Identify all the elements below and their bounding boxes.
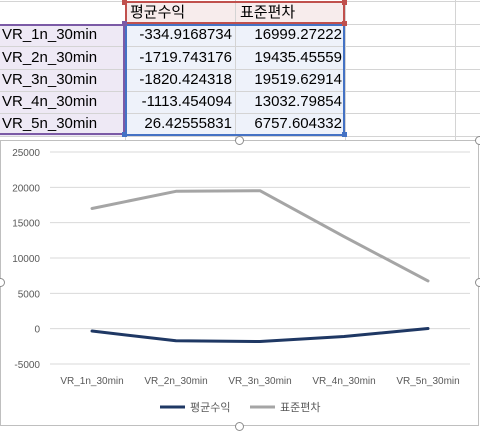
chart-frame bbox=[0, 140, 479, 426]
std-cell[interactable]: 16999.27222 bbox=[254, 26, 342, 43]
row-label-cell[interactable]: VR_5n_30min bbox=[2, 115, 98, 132]
row-label-range-highlight bbox=[0, 24, 124, 136]
series-line-2 bbox=[90, 189, 430, 283]
range-resize-handle[interactable] bbox=[122, 132, 127, 137]
mean-cell[interactable]: -1113.454094 bbox=[141, 93, 232, 110]
x-tick-label: VR_2n_30min bbox=[144, 376, 207, 387]
series-name-range-outline bbox=[125, 1, 345, 24]
chart-resize-handle[interactable] bbox=[475, 136, 480, 145]
range-resize-handle[interactable] bbox=[342, 132, 347, 137]
y-tick-label: 10000 bbox=[12, 254, 40, 265]
grid-line bbox=[0, 69, 480, 70]
range-resize-handle[interactable] bbox=[122, 0, 127, 5]
mean-cell[interactable]: -1820.424318 bbox=[139, 71, 232, 88]
grid-line bbox=[0, 46, 480, 47]
range-resize-handle[interactable] bbox=[342, 0, 347, 5]
mean-cell[interactable]: -1719.743176 bbox=[139, 49, 232, 66]
x-tick-label: VR_5n_30min bbox=[396, 376, 459, 387]
std-cell[interactable]: 19519.62914 bbox=[254, 71, 342, 88]
data-range-highlight bbox=[127, 24, 345, 136]
header-cell-std[interactable]: 표준편차 bbox=[240, 4, 296, 21]
row-label-cell[interactable]: VR_4n_30min bbox=[2, 93, 98, 110]
std-cell[interactable]: 6757.604332 bbox=[254, 115, 342, 132]
grid-line bbox=[235, 0, 236, 140]
grid-line bbox=[455, 0, 456, 140]
line-chart[interactable]: 25000 20000 15000 10000 5000 0 -5000 VR_1n_30mi… bbox=[0, 140, 480, 427]
series-line-1 bbox=[90, 327, 430, 343]
row-label-cell[interactable]: VR_1n_30min bbox=[2, 26, 98, 43]
chart-resize-handle[interactable] bbox=[475, 278, 480, 287]
std-cell[interactable]: 13032.79854 bbox=[254, 93, 342, 110]
values-range-outline bbox=[125, 24, 345, 136]
y-tick-label: 25000 bbox=[12, 148, 40, 159]
range-resize-handle[interactable] bbox=[342, 21, 347, 26]
mean-cell[interactable]: 26.42555831 bbox=[144, 115, 232, 132]
y-tick-label: 20000 bbox=[12, 183, 40, 194]
grid-line bbox=[345, 0, 346, 140]
mean-cell[interactable]: -334.9168734 bbox=[139, 26, 232, 43]
chart-plot: 25000 20000 15000 10000 5000 0 -5000 VR_1n_30mi… bbox=[12, 148, 470, 414]
range-resize-handle[interactable] bbox=[122, 21, 127, 26]
y-tick-label: 15000 bbox=[12, 219, 40, 230]
chart-resize-handle[interactable] bbox=[0, 278, 5, 287]
row-label-cell[interactable]: VR_2n_30min bbox=[2, 49, 98, 66]
std-cell[interactable]: 19435.45559 bbox=[254, 49, 342, 66]
x-tick-label: VR_3n_30min bbox=[228, 376, 291, 387]
category-range-outline bbox=[0, 24, 125, 135]
header-cell-mean[interactable]: 평균수익 bbox=[130, 4, 186, 21]
grid-line bbox=[0, 91, 480, 92]
y-tick-label: 0 bbox=[34, 325, 40, 336]
legend-label: 평균수익 bbox=[190, 401, 230, 414]
x-tick-label: VR_1n_30min bbox=[60, 376, 123, 387]
legend-label: 표준편차 bbox=[280, 401, 320, 414]
row-label-cell[interactable]: VR_3n_30min bbox=[2, 71, 98, 88]
spreadsheet-grid[interactable]: 평균수익 표준편차 VR_1n_30min -334.9168734 16999… bbox=[0, 0, 480, 140]
y-tick-label: -5000 bbox=[14, 360, 40, 371]
x-tick-label: VR_4n_30min bbox=[312, 376, 375, 387]
grid-line bbox=[0, 113, 480, 114]
y-tick-label: 5000 bbox=[18, 289, 41, 300]
chart-resize-handle[interactable] bbox=[235, 136, 244, 145]
header-range-highlight bbox=[127, 2, 345, 24]
